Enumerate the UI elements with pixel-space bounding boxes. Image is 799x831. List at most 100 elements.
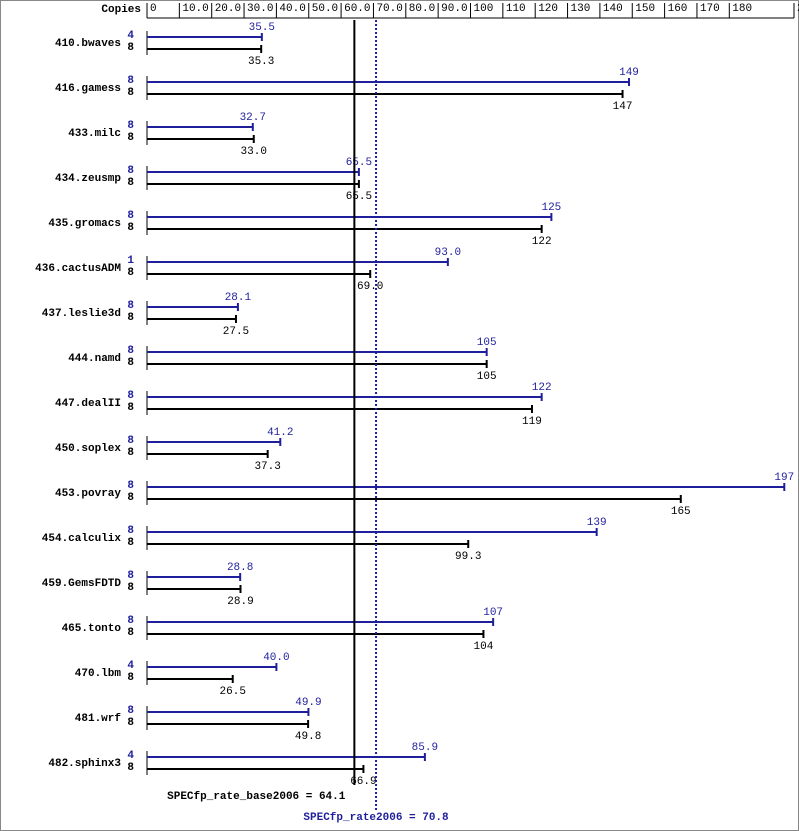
value-label: 66.9 xyxy=(350,776,376,788)
benchmark-label: 459.GemsFDTD xyxy=(42,578,122,590)
x-tick-label: 90.0 xyxy=(441,3,467,15)
x-tick-label: 100 xyxy=(474,3,494,15)
x-tick-label: 0 xyxy=(150,3,157,15)
copies: 8 xyxy=(127,300,134,312)
reference-label: SPECfp_rate_base2006 = 64.1 xyxy=(167,791,346,803)
x-tick-label: 70.0 xyxy=(376,3,402,15)
value-label: 139 xyxy=(587,517,607,529)
copies: 8 xyxy=(127,132,134,144)
copies: 8 xyxy=(127,42,134,54)
value-label: 93.0 xyxy=(435,247,461,259)
copies: 8 xyxy=(127,345,134,357)
value-label: 28.8 xyxy=(227,562,253,574)
value-label: 40.0 xyxy=(263,652,289,664)
copies: 8 xyxy=(127,87,134,99)
copies: 8 xyxy=(127,672,134,684)
value-label: 27.5 xyxy=(223,326,249,338)
copies: 8 xyxy=(127,210,134,222)
copies: 8 xyxy=(127,75,134,87)
benchmark-label: 447.dealII xyxy=(55,398,121,410)
copies: 8 xyxy=(127,525,134,537)
benchmark-label: 444.namd xyxy=(68,353,121,365)
x-tick-label: 180 xyxy=(732,3,752,15)
value-label: 49.9 xyxy=(295,697,321,709)
copies: 8 xyxy=(127,447,134,459)
value-label: 28.1 xyxy=(225,292,252,304)
benchmark-label: 434.zeusmp xyxy=(55,173,121,185)
x-tick-label: 60.0 xyxy=(344,3,370,15)
x-tick-label: 40.0 xyxy=(279,3,305,15)
value-label: 41.2 xyxy=(267,427,293,439)
value-label: 122 xyxy=(532,236,552,248)
value-label: 35.3 xyxy=(248,56,274,68)
value-label: 65.5 xyxy=(346,191,372,203)
benchmark-label: 453.povray xyxy=(55,488,121,500)
x-tick-label: 50.0 xyxy=(312,3,338,15)
x-tick-label: 130 xyxy=(571,3,591,15)
copies: 8 xyxy=(127,120,134,132)
value-label: 107 xyxy=(483,607,503,619)
value-label: 165 xyxy=(671,506,691,518)
copies: 1 xyxy=(127,255,134,267)
benchmark-label: 410.bwaves xyxy=(55,38,121,50)
benchmark-label: 416.gamess xyxy=(55,83,121,95)
value-label: 32.7 xyxy=(240,112,266,124)
x-tick-label: 30.0 xyxy=(247,3,273,15)
copies: 4 xyxy=(127,30,134,42)
x-tick-label: 10.0 xyxy=(182,3,208,15)
copies: 8 xyxy=(127,177,134,189)
benchmark-label: 481.wrf xyxy=(75,713,122,725)
copies: 8 xyxy=(127,615,134,627)
copies: 8 xyxy=(127,165,134,177)
copies: 8 xyxy=(127,705,134,717)
reference-label: SPECfp_rate2006 = 70.8 xyxy=(303,812,449,824)
value-label: 28.9 xyxy=(227,596,253,608)
value-label: 147 xyxy=(613,101,633,113)
value-label: 122 xyxy=(532,382,552,394)
x-tick-label: 80.0 xyxy=(409,3,435,15)
copies: 8 xyxy=(127,537,134,549)
x-tick-label: 140 xyxy=(603,3,623,15)
copies: 8 xyxy=(127,435,134,447)
x-tick-label: 160 xyxy=(668,3,688,15)
x-tick-label: 120 xyxy=(538,3,558,15)
benchmark-label: 465.tonto xyxy=(62,623,122,635)
value-label: 119 xyxy=(522,416,542,428)
benchmark-label: 450.soplex xyxy=(55,443,121,455)
benchmark-label: 435.gromacs xyxy=(48,218,121,230)
value-label: 104 xyxy=(474,641,494,653)
benchmark-label: 454.calculix xyxy=(42,533,122,545)
benchmark-label: 470.lbm xyxy=(75,668,122,680)
copies: 8 xyxy=(127,402,134,414)
copies: 8 xyxy=(127,582,134,594)
value-label: 149 xyxy=(619,67,639,79)
value-label: 33.0 xyxy=(241,146,267,158)
copies: 8 xyxy=(127,570,134,582)
value-label: 85.9 xyxy=(412,742,438,754)
x-tick-label: 200 xyxy=(797,3,799,15)
value-label: 69.0 xyxy=(357,281,383,293)
copies: 4 xyxy=(127,660,134,672)
copies: 8 xyxy=(127,480,134,492)
benchmark-label: 436.cactusADM xyxy=(35,263,121,275)
copies: 8 xyxy=(127,390,134,402)
x-tick-label: 110 xyxy=(506,3,526,15)
value-label: 49.8 xyxy=(295,731,321,743)
copies-header: Copies xyxy=(101,4,141,16)
x-tick-label: 150 xyxy=(635,3,655,15)
x-tick-label: 170 xyxy=(700,3,720,15)
value-label: 99.3 xyxy=(455,551,481,563)
value-label: 105 xyxy=(477,371,497,383)
value-label: 35.5 xyxy=(249,22,275,34)
value-label: 65.5 xyxy=(346,157,372,169)
value-label: 37.3 xyxy=(254,461,280,473)
benchmark-label: 437.leslie3d xyxy=(42,308,121,320)
copies: 8 xyxy=(127,717,134,729)
copies: 8 xyxy=(127,312,134,324)
copies: 4 xyxy=(127,750,134,762)
copies: 8 xyxy=(127,267,134,279)
value-label: 105 xyxy=(477,337,497,349)
